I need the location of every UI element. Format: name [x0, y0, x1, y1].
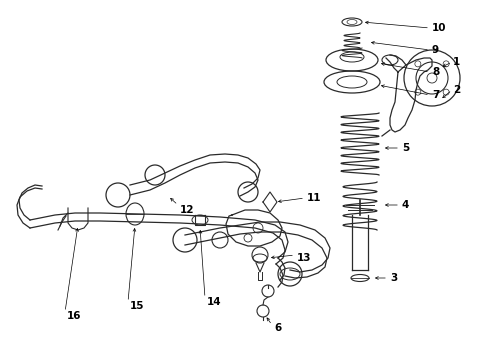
Text: 7: 7: [432, 90, 440, 100]
Text: 6: 6: [274, 323, 281, 333]
Text: 3: 3: [390, 273, 397, 283]
Text: 9: 9: [432, 45, 439, 55]
Text: 2: 2: [453, 85, 460, 95]
Text: 14: 14: [207, 297, 221, 307]
Text: 4: 4: [402, 200, 409, 210]
Text: 12: 12: [180, 205, 195, 215]
Text: 1: 1: [453, 57, 460, 67]
Text: 16: 16: [67, 311, 81, 321]
Text: 5: 5: [402, 143, 409, 153]
Text: 11: 11: [307, 193, 321, 203]
Text: 13: 13: [297, 253, 312, 263]
Text: 15: 15: [130, 301, 145, 311]
Text: 10: 10: [432, 23, 446, 33]
Text: 8: 8: [432, 67, 439, 77]
